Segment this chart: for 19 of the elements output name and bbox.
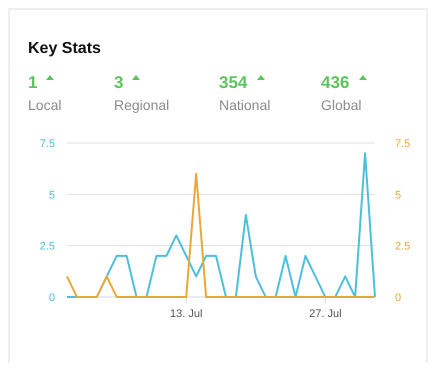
x-tick-label: 27. Jul	[309, 308, 342, 320]
text: 354	[219, 73, 248, 92]
text: Global	[321, 97, 362, 113]
y-tick-label: 2.5	[40, 240, 55, 253]
y2-tick-label: 2.5	[395, 240, 410, 253]
text: National	[219, 97, 270, 113]
y-tick-label: 5	[48, 189, 55, 202]
chart-title: Key Stats	[28, 40, 102, 57]
y2-tick-label: 0	[395, 292, 402, 304]
x-tick-label: 13. Jul	[170, 308, 202, 320]
y2-tick-label: 5	[395, 189, 402, 202]
y-tick-label: 7.5	[40, 138, 55, 150]
text: Local	[28, 97, 62, 113]
y-tick-label: 0	[48, 292, 55, 304]
text: Regional	[114, 97, 170, 113]
text: 1	[28, 73, 38, 92]
y2-tick-label: 7.5	[395, 138, 410, 150]
text: 436	[321, 73, 350, 92]
text: 3	[114, 73, 124, 92]
